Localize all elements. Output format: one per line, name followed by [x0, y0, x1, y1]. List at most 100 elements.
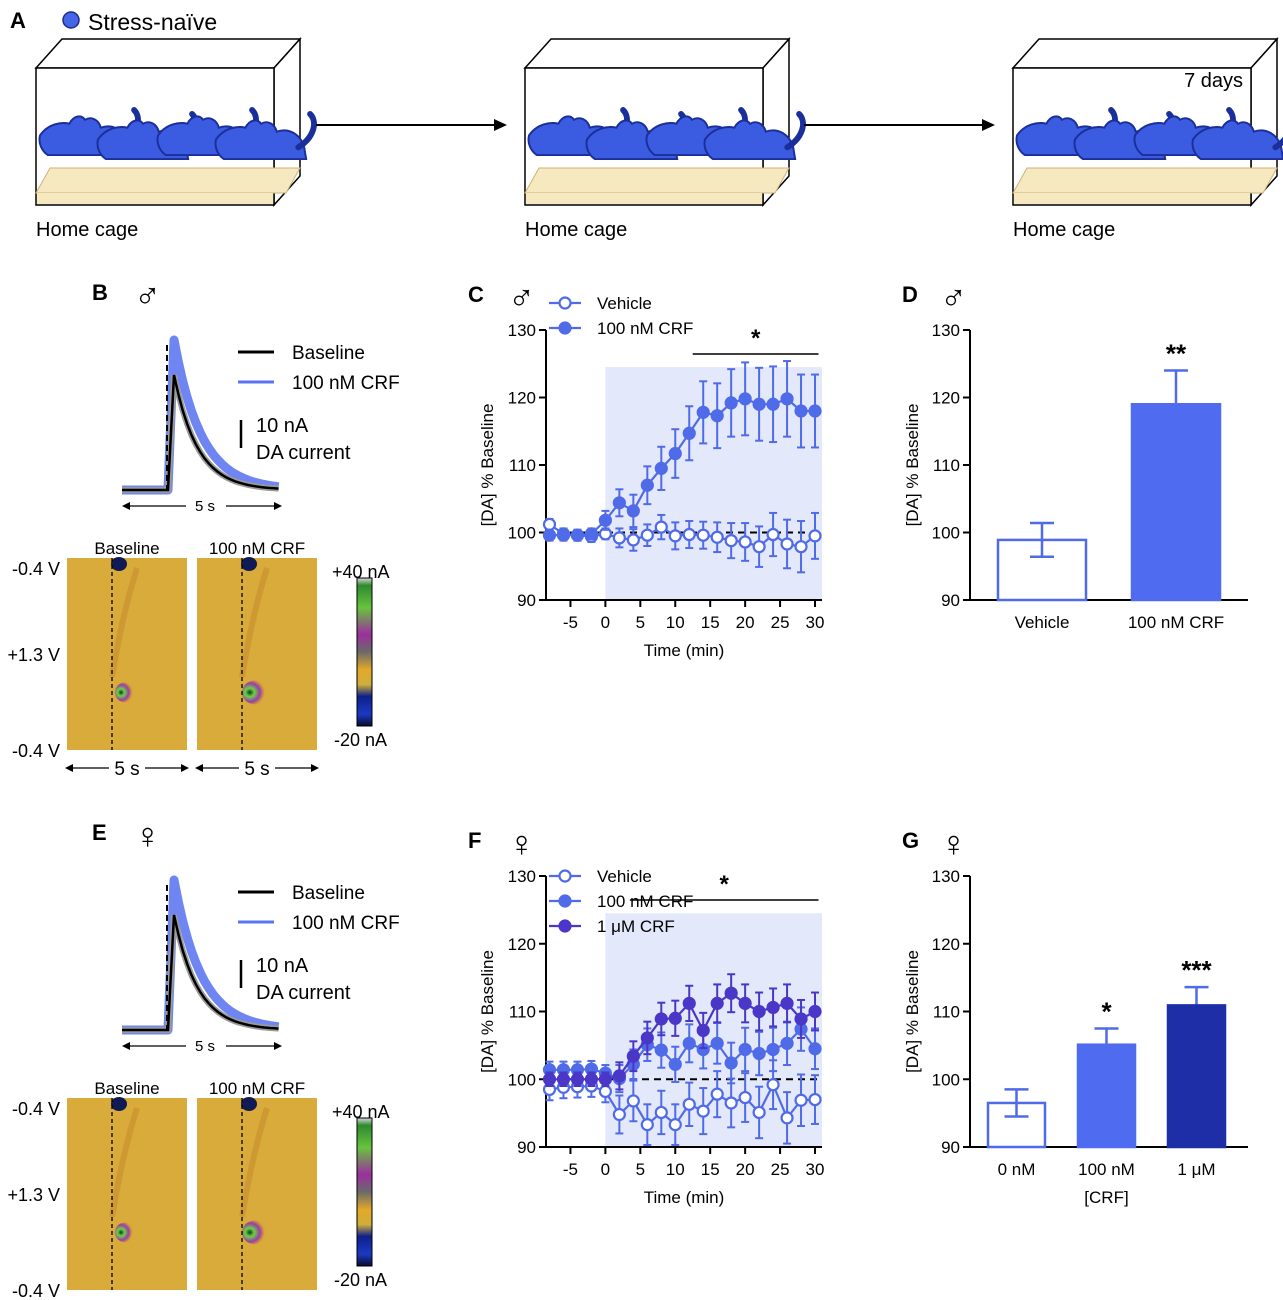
data-point: [710, 409, 724, 423]
bar-group-2: ** 100 nM CRF: [1128, 339, 1224, 633]
color-plot-title: Baseline: [94, 1079, 159, 1098]
panel-label: F: [468, 828, 481, 853]
dopamine-oxidation-peak: [242, 680, 268, 705]
data-point: [738, 1042, 752, 1057]
bar: [996, 538, 1088, 602]
significance-stars: **: [1166, 339, 1187, 369]
bar-group-3: *** 1 μM: [1166, 955, 1227, 1179]
time-bg: [109, 1298, 145, 1300]
data-point: [766, 1042, 780, 1057]
significance-stars: *: [1101, 996, 1112, 1026]
color-plot-bg: [67, 1098, 187, 1290]
x-tick-label: 0: [601, 1160, 610, 1179]
scale-value: 10 nA: [256, 955, 309, 977]
data-point: [598, 1084, 612, 1099]
data-point: [794, 540, 808, 554]
home-cage-1: Home cage: [34, 37, 314, 241]
legend-marker: [558, 894, 572, 908]
colorbar-bottom: -20 nA: [334, 1270, 387, 1290]
y-tick-label: 110: [509, 456, 536, 475]
time-arrow-right: [274, 502, 282, 510]
legend-marker: [558, 321, 572, 335]
cage-bedding-front: [1014, 193, 1250, 204]
data-point: [780, 1111, 794, 1125]
y-axis-label: [DA] % Baseline: [478, 950, 497, 1073]
category-label: 100 nM CRF: [1128, 613, 1224, 632]
data-point: [738, 392, 752, 406]
y-axis-label: [DA] % Baseline: [903, 950, 922, 1073]
data-point: [794, 1093, 808, 1107]
time-label: 5 s: [195, 498, 215, 515]
data-point: [724, 533, 738, 548]
data-point: [668, 1118, 682, 1132]
data-point: [696, 405, 710, 419]
x-tick-label: 25: [771, 613, 790, 632]
data-point: [724, 986, 738, 1000]
y-tick-label: 90: [517, 1138, 536, 1157]
color-plot-bg: [67, 558, 187, 750]
arrow-right: [181, 764, 189, 772]
data-point: [626, 1094, 640, 1108]
reduction-band: [239, 567, 270, 678]
data-point: [808, 1042, 822, 1056]
x-tick-label: 15: [701, 1160, 720, 1179]
color-plot-title: 100 nM CRF: [209, 1079, 305, 1098]
scale-label: DA current: [256, 442, 351, 464]
y-tick-label: 100: [932, 524, 960, 543]
data-point: [654, 1043, 668, 1057]
cage-bedding: [35, 167, 301, 194]
legend-baseline: Baseline: [292, 343, 365, 364]
trace-crf: [122, 335, 280, 495]
data-point: [766, 1000, 780, 1015]
color-plot-time: 5 s: [244, 759, 269, 780]
voltage-label: -0.4 V: [12, 1281, 60, 1300]
scale-label: DA current: [256, 982, 351, 1004]
sex-symbol: ♂: [508, 277, 535, 318]
data-point: [780, 392, 794, 406]
reduction-band: [239, 1107, 270, 1218]
home-cage-3: Home cage 7 days: [1011, 37, 1283, 241]
panel-e: E ♀ Baseline 100 nM CRF 10 nA DA current 5 s Ba…: [7, 815, 400, 1300]
data-point: [752, 1046, 766, 1061]
data-point: [612, 531, 626, 545]
trace-baseline: [122, 374, 279, 492]
y-tick-label: 130: [508, 321, 536, 340]
time-bg: [239, 758, 275, 778]
reduction-peak: [241, 557, 257, 571]
data-point: [668, 529, 682, 543]
data-point: [682, 527, 696, 542]
data-point: [710, 1036, 724, 1050]
bar: [1166, 1004, 1227, 1149]
data-point: [612, 496, 626, 510]
data-point: [682, 1036, 696, 1050]
data-point: [598, 1072, 612, 1086]
y-tick-label: 120: [932, 935, 960, 954]
dopamine-oxidation-peak: [242, 1220, 268, 1245]
cage-bedding-front: [526, 193, 762, 204]
cage-top: [1011, 38, 1279, 69]
legend-label: Vehicle: [597, 867, 652, 886]
cage-bedding-front: [37, 193, 273, 204]
legend-dot: [62, 11, 80, 29]
data-point: [570, 528, 585, 542]
chart-d: D ♂ 90 100 110 120 130 [DA] % Baseline Vehicle **…: [902, 277, 1248, 632]
panel-a: A Stress-naïve Home cage Home cage Home ca…: [10, 8, 1283, 241]
data-point: [724, 1096, 738, 1110]
data-point: [752, 397, 766, 411]
data-point: [710, 1087, 724, 1101]
arrow-right: [311, 764, 319, 772]
data-point: [640, 1031, 654, 1045]
y-tick-label: 110: [933, 1003, 960, 1022]
legend-marker: [558, 869, 572, 883]
x-tick-label: 10: [666, 613, 685, 632]
legend-marker: [558, 919, 572, 933]
y-tick-label: 120: [508, 389, 536, 408]
dopamine-oxidation-peak: [115, 682, 135, 703]
cage-caption: Home cage: [1013, 219, 1115, 241]
x-tick-label: 5: [636, 613, 645, 632]
reduction-peak: [111, 557, 127, 571]
series-vehicle: [542, 511, 822, 574]
reduction-peak: [111, 1097, 127, 1111]
panel-label: C: [468, 282, 484, 307]
cage-caption: Home cage: [525, 219, 627, 241]
